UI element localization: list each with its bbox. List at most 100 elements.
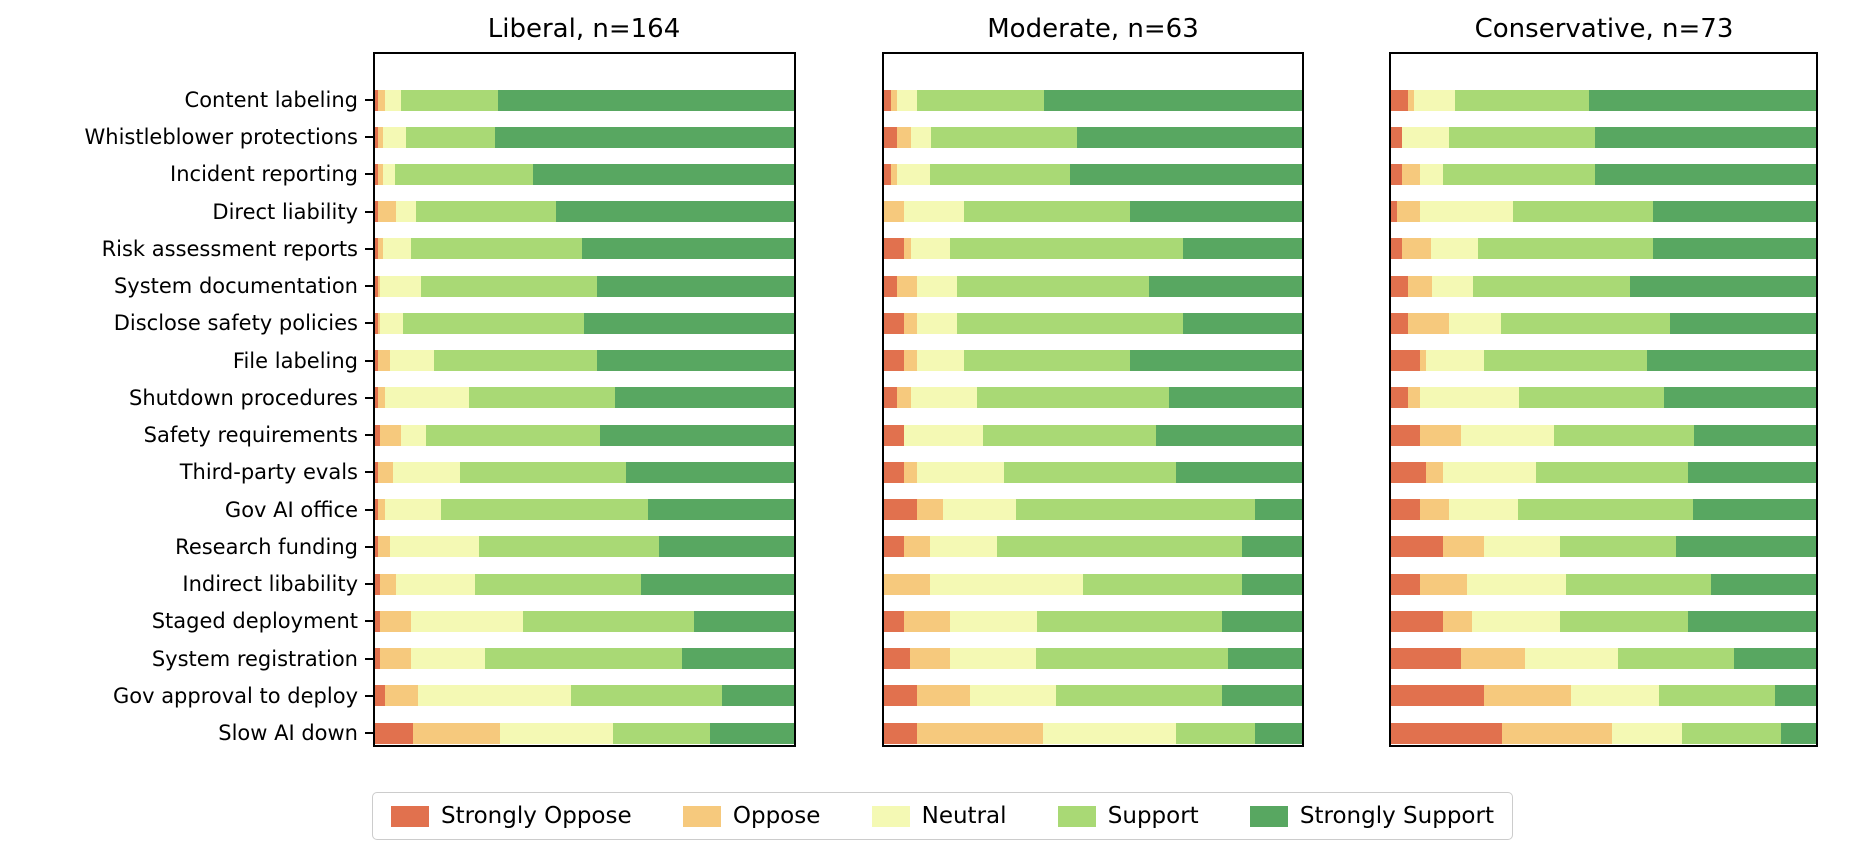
stacked-bar	[1391, 722, 1816, 744]
bar-segment-oppose	[890, 163, 898, 185]
bar-segment-oppose	[1408, 387, 1420, 409]
bar-segment-strongly-support	[1129, 201, 1302, 223]
bar-segment-oppose	[904, 238, 911, 260]
stacked-bar	[884, 685, 1302, 707]
bar-segment-oppose	[377, 275, 380, 297]
y-axis-tick	[365, 508, 373, 511]
bar-segment-strongly-oppose	[375, 722, 414, 744]
bar-segment-strongly-support	[532, 163, 794, 185]
stacked-bar	[375, 350, 794, 372]
bar-segment-support	[930, 126, 1077, 148]
bar-segment-oppose	[1425, 461, 1444, 483]
row-label: Indirect libability	[182, 572, 358, 597]
legend-label: Strongly Support	[1299, 803, 1494, 829]
bar-segment-oppose	[1396, 201, 1421, 223]
stacked-bar	[375, 275, 794, 297]
bar-segment-strongly-support	[694, 610, 794, 632]
bar-segment-strongly-oppose	[884, 275, 898, 297]
stacked-bar	[375, 573, 794, 595]
bar-segment-strongly-support	[599, 424, 794, 446]
row-label: Content labeling	[184, 88, 358, 112]
bar-segment-neutral	[910, 387, 978, 409]
bar-segment-oppose	[377, 387, 386, 409]
bar-segment-strongly-support	[1182, 238, 1302, 260]
row-label: Direct liability	[212, 199, 358, 224]
bar-segment-oppose	[910, 648, 951, 670]
bar-segment-oppose	[377, 238, 383, 260]
bar-segment-strongly-oppose	[1391, 648, 1461, 670]
bar-segment-oppose	[1402, 163, 1420, 185]
bar-segment-neutral	[382, 163, 396, 185]
bar-segment-strongly-oppose	[375, 610, 381, 632]
stacked-bar	[884, 536, 1302, 558]
bar-segment-strongly-support	[1129, 350, 1302, 372]
bar-segment-oppose	[884, 201, 905, 223]
bar-segment-strongly-support	[1069, 163, 1302, 185]
bar-segment-oppose	[1419, 350, 1426, 372]
bar-segment-support	[917, 89, 1044, 111]
bar-segment-oppose	[413, 722, 500, 744]
bar-segment-support	[612, 722, 710, 744]
stacked-bar	[375, 312, 794, 334]
bar-segment-strongly-support	[1781, 722, 1816, 744]
stacked-bar	[1391, 461, 1816, 483]
bar-segment-neutral	[499, 722, 613, 744]
stacked-bar	[884, 648, 1302, 670]
stacked-bar	[884, 573, 1302, 595]
y-axis-tick	[365, 583, 373, 586]
bar-segment-support	[484, 648, 682, 670]
legend-item: Strongly Oppose	[391, 803, 632, 829]
bar-segment-support	[1003, 461, 1177, 483]
panel-moderate	[882, 52, 1304, 747]
bar-segment-strongly-support	[1255, 722, 1302, 744]
bar-segment-support	[1501, 312, 1671, 334]
bar-segment-strongly-support	[615, 387, 794, 409]
bar-segment-oppose	[897, 387, 911, 409]
bar-segment-strongly-support	[640, 573, 794, 595]
bar-segment-strongly-support	[581, 238, 794, 260]
y-axis-tick	[365, 396, 373, 399]
bar-segment-strongly-support	[1156, 424, 1302, 446]
bar-segment-neutral	[1612, 722, 1682, 744]
stacked-bar	[375, 89, 794, 111]
bar-segment-strongly-oppose	[375, 387, 378, 409]
stacked-bar	[884, 201, 1302, 223]
bar-segment-oppose	[377, 350, 391, 372]
bar-segment-neutral	[1449, 312, 1502, 334]
bar-segment-strongly-support	[1242, 573, 1302, 595]
bar-segment-strongly-support	[1169, 387, 1302, 409]
stacked-bar	[375, 126, 794, 148]
bar-segment-oppose	[377, 461, 393, 483]
stacked-bar	[1391, 424, 1816, 446]
bar-segment-neutral	[395, 201, 417, 223]
legend-label: Strongly Oppose	[441, 803, 632, 829]
bar-segment-neutral	[1443, 461, 1537, 483]
bar-segment-oppose	[1408, 275, 1432, 297]
bar-segment-strongly-support	[1076, 126, 1302, 148]
bar-segment-strongly-oppose	[1391, 350, 1420, 372]
bar-segment-support	[1175, 722, 1256, 744]
bar-segment-strongly-oppose	[375, 350, 378, 372]
bar-segment-strongly-support	[625, 461, 794, 483]
bar-segment-support	[395, 163, 533, 185]
bar-segment-support	[1681, 722, 1782, 744]
legend-swatch-strongly_oppose	[391, 805, 429, 827]
bar-segment-strongly-oppose	[1391, 610, 1444, 632]
stacked-bar	[375, 201, 794, 223]
bar-segment-support	[957, 312, 1183, 334]
y-axis-tick	[365, 694, 373, 697]
bar-segment-neutral	[1414, 89, 1456, 111]
stacked-bar	[1391, 536, 1816, 558]
bar-segment-strongly-support	[1222, 685, 1302, 707]
bar-segment-neutral	[400, 424, 427, 446]
stacked-bar	[1391, 201, 1816, 223]
bar-segment-strongly-support	[1228, 648, 1302, 670]
bar-segment-oppose	[904, 312, 918, 334]
bar-segment-strongly-oppose	[884, 312, 905, 334]
legend-item: Oppose	[682, 803, 820, 829]
stacked-bar	[1391, 387, 1816, 409]
bar-segment-strongly-oppose	[884, 536, 905, 558]
bar-segment-support	[1449, 126, 1595, 148]
bar-segment-neutral	[385, 499, 442, 521]
bar-segment-support	[403, 312, 585, 334]
